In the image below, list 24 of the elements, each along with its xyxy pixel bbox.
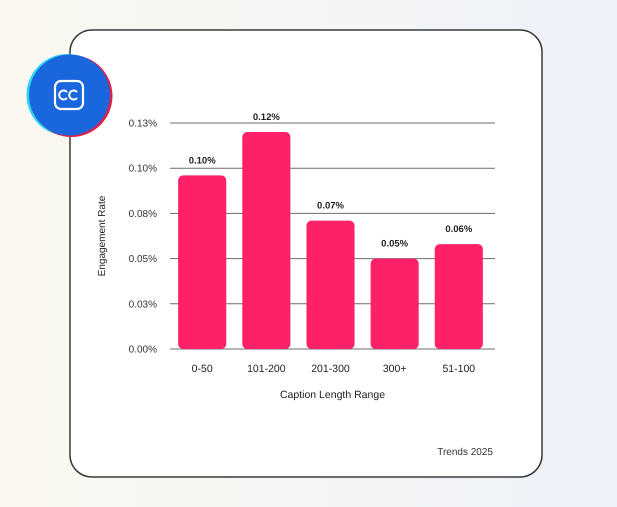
y-tick-label: 0.05% [128,254,158,266]
text: Trends 2025 [437,447,494,458]
bar [242,132,290,349]
x-axis-title: Caption Length Range [280,389,386,401]
bar [434,244,483,349]
bar [306,220,355,349]
data-label: 0.05% [381,238,409,250]
x-tick-label: 201-300 [311,363,350,375]
data-label: 0.10% [188,155,216,166]
y-tick-label: 0.13% [128,118,158,130]
bar [370,258,419,349]
bar [178,175,226,349]
x-tick-label: 300+ [382,363,406,375]
y-axis-title: Engagement Rate [97,195,108,276]
data-label: 0.07% [317,200,345,212]
x-tick-label: 51-100 [442,363,476,375]
data-label: 0.06% [445,224,473,236]
data-label: 0.12% [252,112,280,124]
y-tick-label: 0.08% [128,208,158,220]
y-tick-label: 0.10% [128,164,158,175]
y-tick-label: 0.00% [128,344,158,356]
x-tick-label: 101-200 [247,363,286,375]
y-tick-label: 0.03% [128,299,158,310]
x-tick-label: 0-50 [192,363,213,375]
